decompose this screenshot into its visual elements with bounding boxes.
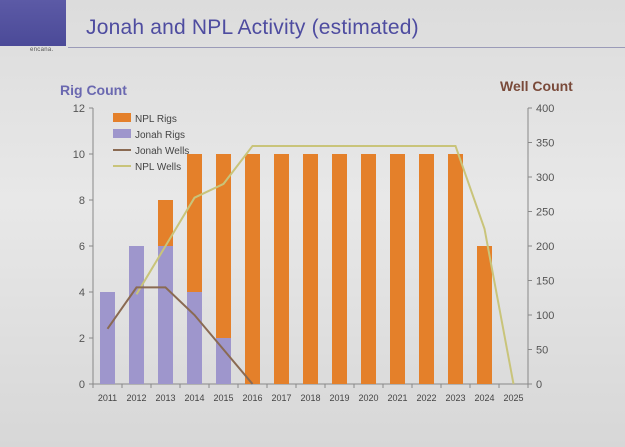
- right-tick-label: 0: [536, 379, 542, 391]
- npl-rigs-bar: [158, 200, 173, 246]
- jonah-rigs-bar: [158, 246, 173, 384]
- x-tick-label: 2018: [300, 393, 320, 403]
- npl-rigs-bar: [448, 154, 463, 384]
- x-tick-label: 2022: [416, 393, 436, 403]
- right-tick-label: 50: [536, 345, 548, 357]
- logo-block: [0, 0, 66, 46]
- legend-swatch: [113, 129, 131, 138]
- jonah-rigs-bar: [129, 246, 144, 384]
- x-tick-label: 2017: [271, 393, 291, 403]
- jonah-rigs-bar: [187, 292, 202, 384]
- page-title: Jonah and NPL Activity (estimated): [86, 16, 419, 39]
- x-tick-label: 2025: [503, 393, 523, 403]
- right-tick-label: 300: [536, 172, 554, 184]
- x-tick-label: 2023: [445, 393, 465, 403]
- x-tick-label: 2016: [242, 393, 262, 403]
- x-tick-label: 2020: [358, 393, 378, 403]
- npl-rigs-bar: [477, 246, 492, 384]
- legend-label: NPL Rigs: [135, 114, 177, 125]
- right-tick-label: 400: [536, 103, 554, 115]
- x-tick-label: 2012: [126, 393, 146, 403]
- npl-rigs-bar: [274, 154, 289, 384]
- left-tick-label: 8: [79, 195, 85, 207]
- right-tick-label: 150: [536, 276, 554, 288]
- npl-rigs-bar: [419, 154, 434, 384]
- x-tick-label: 2014: [184, 393, 204, 403]
- jonah-rigs-bar: [100, 292, 115, 384]
- left-tick-label: 10: [73, 149, 85, 161]
- left-tick-label: 4: [79, 287, 85, 299]
- x-tick-label: 2021: [387, 393, 407, 403]
- right-axis-title: Well Count: [500, 78, 573, 94]
- jonah-rigs-bar: [216, 338, 231, 384]
- legend-label: NPL Wells: [135, 162, 181, 173]
- x-tick-label: 2024: [474, 393, 494, 403]
- logo-text: encana.: [30, 47, 54, 53]
- x-tick-label: 2019: [329, 393, 349, 403]
- x-tick-label: 2015: [213, 393, 233, 403]
- left-axis-title: Rig Count: [60, 82, 127, 98]
- npl-rigs-bar: [332, 154, 347, 384]
- left-tick-label: 0: [79, 379, 85, 391]
- jonah-wells-line: [106, 286, 254, 385]
- left-tick-label: 6: [79, 241, 85, 253]
- npl-rigs-bar: [361, 154, 376, 384]
- left-tick-label: 12: [73, 103, 85, 115]
- right-tick-label: 250: [536, 207, 554, 219]
- legend-label: Jonah Rigs: [135, 130, 185, 141]
- right-tick-label: 100: [536, 310, 554, 322]
- right-tick-label: 350: [536, 138, 554, 150]
- npl-rigs-bar: [187, 154, 202, 292]
- title-divider: [68, 47, 625, 48]
- npl-rigs-bar: [390, 154, 405, 384]
- npl-wells-line: [135, 144, 515, 385]
- right-tick-label: 200: [536, 241, 554, 253]
- legend-swatch: [113, 113, 131, 122]
- legend-label: Jonah Wells: [135, 146, 189, 157]
- npl-rigs-bar: [216, 154, 231, 338]
- left-tick-label: 2: [79, 333, 85, 345]
- x-tick-label: 2011: [98, 393, 117, 403]
- npl-rigs-bar: [303, 154, 318, 384]
- x-tick-label: 2013: [155, 393, 175, 403]
- npl-rigs-bar: [245, 154, 260, 384]
